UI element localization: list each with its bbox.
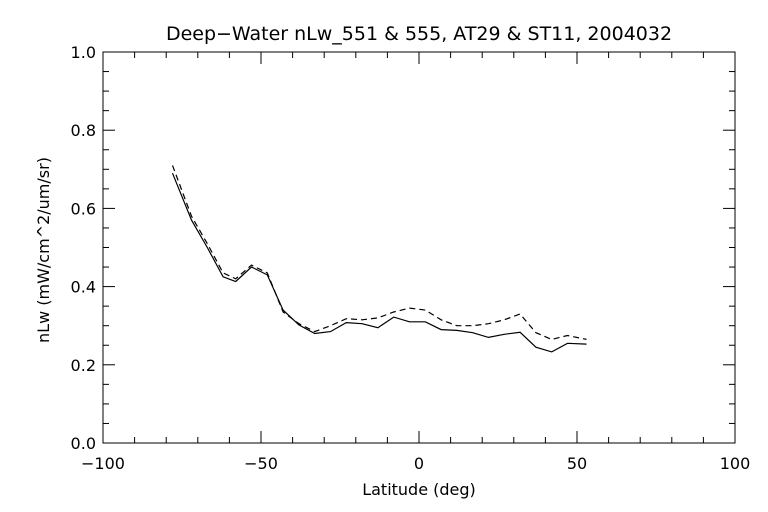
x-axis-label: Latitude (deg) <box>362 480 476 499</box>
y-tick-label: 0.8 <box>71 121 96 140</box>
x-tick-label: −100 <box>81 454 125 473</box>
x-tick-label: 50 <box>567 454 587 473</box>
y-tick-label: 1.0 <box>71 43 96 62</box>
y-tick-label: 0.6 <box>71 199 96 218</box>
y-tick-label: 0.4 <box>71 278 96 297</box>
plot-frame <box>102 51 736 444</box>
x-tick-label: 100 <box>720 454 751 473</box>
x-tick-label: −50 <box>244 454 278 473</box>
y-axis-label: nLw (mW/cm^2/um/sr) <box>34 157 53 343</box>
x-tick-label: 0 <box>414 454 424 473</box>
y-tick-label: 0.2 <box>71 356 96 375</box>
series-line-solid <box>171 172 587 353</box>
y-tick-label: 0.0 <box>71 434 96 453</box>
tick-labels: −100 −50 0 50 100 0.0 0.2 0.4 0.6 0.8 1.0 <box>71 43 751 473</box>
series-lines <box>171 165 587 353</box>
series-line-dashed <box>171 165 587 341</box>
chart-title: Deep−Water nLw_551 & 555, AT29 & ST11, 2… <box>166 23 672 45</box>
axis-ticks <box>102 51 736 444</box>
